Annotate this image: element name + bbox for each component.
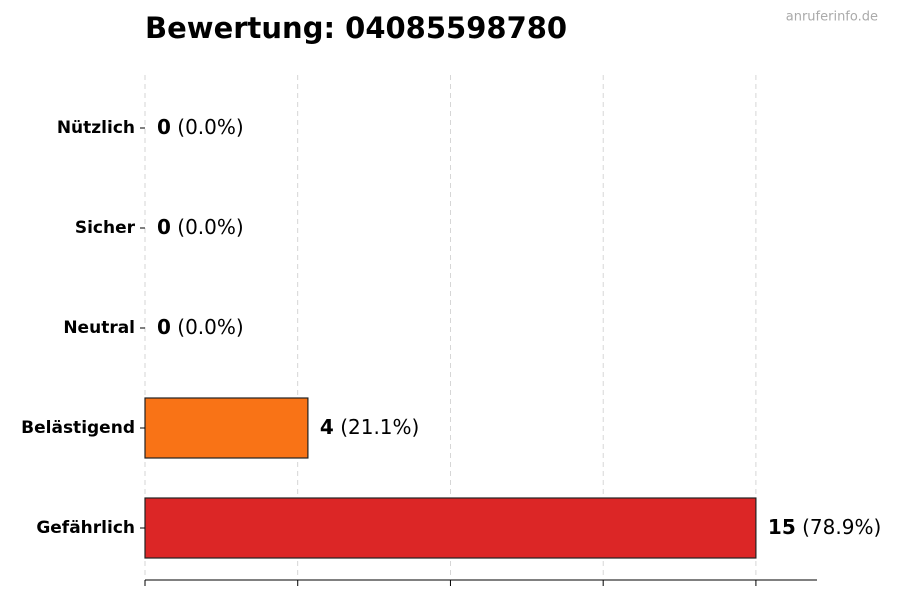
- share: (21.1%): [340, 415, 419, 439]
- value-label: 0 (0.0%): [157, 115, 244, 139]
- share: (78.9%): [802, 515, 881, 539]
- count: 15: [768, 515, 796, 539]
- count: 0: [157, 315, 171, 339]
- share: (0.0%): [177, 115, 243, 139]
- y-tick-label: Belästigend: [21, 418, 135, 438]
- count: 4: [320, 415, 334, 439]
- bar: [144, 497, 757, 559]
- value-label: 0 (0.0%): [157, 215, 244, 239]
- value-label: 4 (21.1%): [320, 415, 419, 439]
- count: 0: [157, 115, 171, 139]
- value-label: 15 (78.9%): [768, 515, 881, 539]
- watermark: anruferinfo.de: [786, 10, 878, 25]
- share: (0.0%): [177, 215, 243, 239]
- share: (0.0%): [177, 315, 243, 339]
- chart-title: Bewertung: 04085598780: [145, 11, 567, 45]
- y-tick-label: Gefährlich: [36, 518, 135, 538]
- y-tick-label: Sicher: [75, 218, 136, 238]
- bar: [144, 397, 309, 459]
- y-tick-label: Neutral: [63, 318, 135, 338]
- count: 0: [157, 215, 171, 239]
- value-label: 0 (0.0%): [157, 315, 244, 339]
- y-tick-label: Nützlich: [57, 118, 135, 138]
